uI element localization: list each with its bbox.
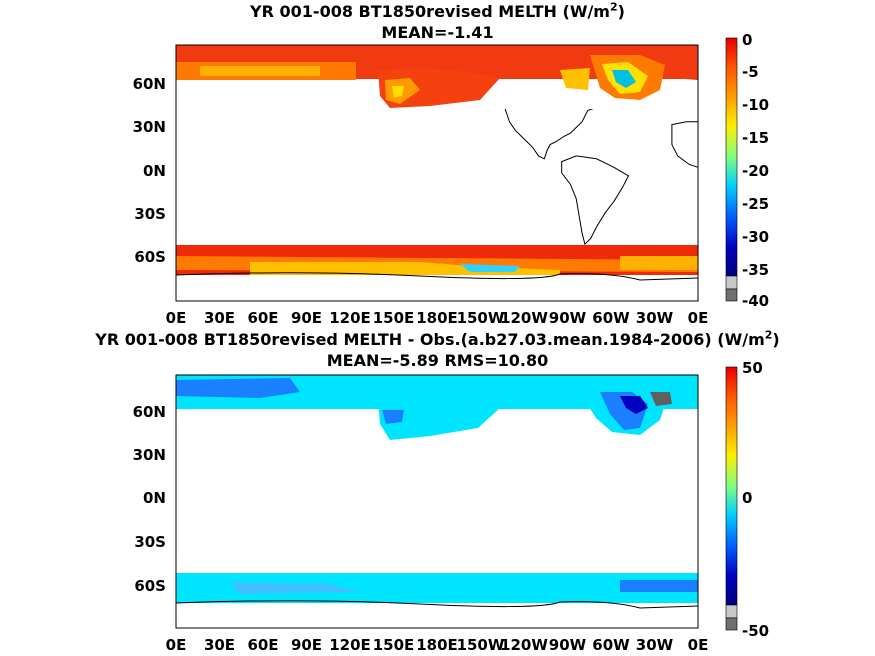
panel2-lon-label: 180E <box>416 636 458 654</box>
panel1-lon-label: 60E <box>247 309 278 327</box>
panel2-lon-label: 60E <box>247 636 278 654</box>
panel2-cb-tick: -50 <box>742 622 769 640</box>
panel1-lat-60s: 60S <box>134 248 166 266</box>
panel1-lon-label: 150E <box>373 309 415 327</box>
panel2-data-field <box>176 375 698 603</box>
panel2-lon-label: 0E <box>166 636 187 654</box>
panel1-data-field <box>176 45 698 275</box>
panel1-subtitle: MEAN=-1.41 <box>381 23 494 42</box>
panel1-lat-30n: 30N <box>133 118 166 136</box>
panel1-title-sup: 2 <box>609 0 618 14</box>
panel1-lon-label: 60W <box>592 309 630 327</box>
panel1-cb-tick: -30 <box>742 228 769 246</box>
panel1-lon-label: 0E <box>166 309 187 327</box>
panel1-lon-label: 0E <box>688 309 709 327</box>
panel1-lon-labels: 0E 30E 60E 90E 120E 150E 180E 150W 120W … <box>166 309 709 327</box>
panel2-lon-label: 90W <box>549 636 587 654</box>
panel2-lon-label: 120E <box>329 636 371 654</box>
panel1-lon-label: 120E <box>329 309 371 327</box>
panel2-title-main: YR 001-008 BT1850revised MELTH - Obs.(a.… <box>95 330 765 349</box>
panel2-lon-label: 90E <box>291 636 322 654</box>
panel1-cb-tick: -15 <box>742 129 769 147</box>
panel1-lon-label: 120W <box>500 309 548 327</box>
panel1-colorbar <box>725 37 738 302</box>
panel2-colorbar <box>725 366 738 631</box>
panel1-map <box>175 44 699 302</box>
panel2-cb-tick: 0 <box>742 489 752 507</box>
panel1-colorbar-labels: 0 -5 -10 -15 -20 -25 -30 -35 -40 <box>742 31 769 310</box>
panel1-lon-label: 90W <box>549 309 587 327</box>
panel1-lat-0n: 0N <box>143 162 166 180</box>
panel2-lat-0n: 0N <box>143 489 166 507</box>
panel2-lon-label: 60W <box>592 636 630 654</box>
panel1-cb-tick: -20 <box>742 162 769 180</box>
panel2-lon-label: 30E <box>204 636 235 654</box>
panel1-cb-tick: -5 <box>742 63 759 81</box>
panel1-lat-30s: 30S <box>134 205 166 223</box>
panel1-title-main: YR 001-008 BT1850revised MELTH (W/m <box>250 2 610 21</box>
panel1-lon-label: 90E <box>291 309 322 327</box>
panel1-cb-tick: -10 <box>742 96 769 114</box>
panel2-cb-tick: 50 <box>742 359 763 377</box>
panel1-lat-60n: 60N <box>133 75 166 93</box>
panel1-cb-tick: -35 <box>742 261 769 279</box>
panel2-subtitle: MEAN=-5.89 RMS=10.80 <box>326 351 549 370</box>
panel2-title: YR 001-008 BT1850revised MELTH - Obs.(a.… <box>0 330 875 349</box>
panel2-lat-60s: 60S <box>134 577 166 595</box>
panel1-cb-tick: 0 <box>742 31 752 49</box>
panel2-lat-30s: 30S <box>134 533 166 551</box>
panel1-frame <box>175 44 699 302</box>
panel1-lon-label: 180E <box>416 309 458 327</box>
panel2-title-sup: 2 <box>764 328 773 342</box>
panel2-lat-30n: 30N <box>133 446 166 464</box>
panel2-frame <box>175 374 699 629</box>
panel1-cb-tick: -25 <box>742 195 769 213</box>
panel2-lon-label: 150E <box>373 636 415 654</box>
panel1-title-end: ) <box>617 2 625 21</box>
panel2-map <box>175 374 699 629</box>
panel2-colorbar-labels: 50 0 -50 <box>742 359 769 640</box>
panel2-lon-label: 0E <box>688 636 709 654</box>
panel1-lon-label: 30E <box>204 309 235 327</box>
panel2-lon-labels: 0E 30E 60E 90E 120E 150E 180E 150W 120W … <box>166 636 709 654</box>
panel2-title-end: ) <box>772 330 780 349</box>
panel2-lon-label: 30W <box>636 636 674 654</box>
panel2-lat-60n: 60N <box>133 403 166 421</box>
panel2-lon-label: 120W <box>500 636 548 654</box>
panel1-title: YR 001-008 BT1850revised MELTH (W/m2) <box>0 2 875 21</box>
panel1-lon-label: 30W <box>636 309 674 327</box>
panel2-lon-label: 150W <box>457 636 505 654</box>
panel1-cb-tick: -40 <box>742 292 769 310</box>
panel1-lon-label: 150W <box>457 309 505 327</box>
